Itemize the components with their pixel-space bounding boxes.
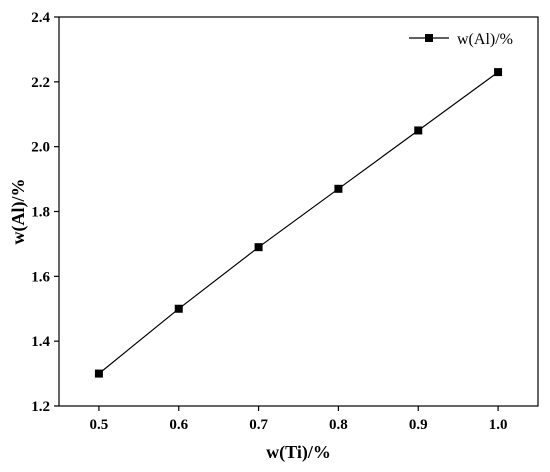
y-tick-label: 1.4 (31, 334, 50, 350)
data-point (174, 304, 183, 313)
y-tick-label: 2.0 (31, 140, 50, 156)
y-axis-title: w(Al)/% (8, 179, 29, 245)
legend: w(Al)/% (409, 31, 513, 48)
x-tick-label: 0.8 (329, 417, 348, 433)
x-tick-label: 0.5 (90, 417, 109, 433)
data-point (494, 68, 503, 77)
y-tick-label: 2.2 (31, 75, 50, 91)
x-tick-label: 0.9 (409, 417, 428, 433)
series-line (98, 71, 499, 375)
data-point (254, 243, 263, 252)
data-point (94, 369, 103, 378)
x-axis-title: w(Ti)/% (266, 442, 331, 463)
x-tick-label: 0.6 (169, 417, 188, 433)
x-axis-ticks: 0.5 0.6 0.7 0.8 0.9 1.0 (90, 406, 508, 433)
y-tick-label: 1.6 (31, 269, 50, 285)
data-point (334, 184, 343, 193)
data-point (414, 126, 423, 135)
x-tick-label: 0.7 (249, 417, 268, 433)
series-layer (94, 68, 503, 378)
legend-marker (425, 34, 433, 42)
y-tick-label: 1.2 (31, 399, 50, 415)
legend-label: w(Al)/% (457, 31, 513, 48)
y-tick-label: 1.8 (31, 205, 50, 221)
y-axis-ticks: 1.2 1.4 1.6 1.8 2.0 2.2 2.4 (31, 10, 59, 415)
x-tick-label: 1.0 (489, 417, 508, 433)
y-tick-label: 2.4 (31, 10, 50, 26)
